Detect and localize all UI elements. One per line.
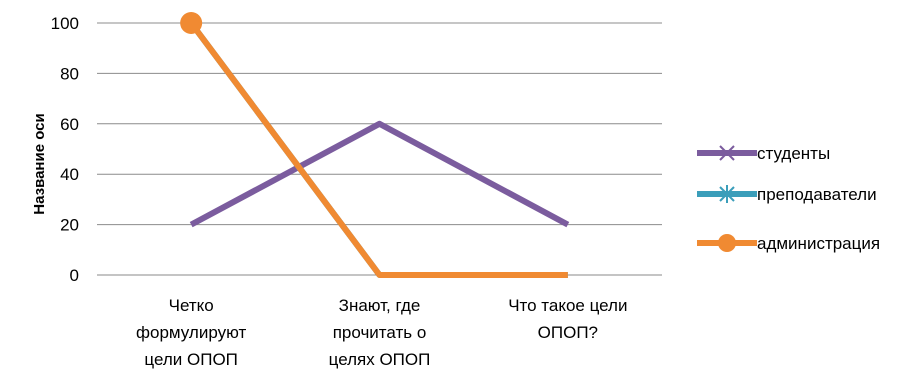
data-point <box>180 12 203 34</box>
x-category-label: Знают, где прочитать о целях ОПОП <box>329 296 431 369</box>
y-tick-label: 60 <box>60 115 79 134</box>
x-category-label-line: прочитать о <box>333 323 427 342</box>
x-category-label-line: формулируют <box>136 323 246 342</box>
gridlines <box>97 22 662 276</box>
x-category-label: Что такое цели ОПОП? <box>508 296 627 342</box>
y-tick-label: 80 <box>60 64 79 83</box>
series-3 <box>180 12 568 278</box>
y-tick-label: 20 <box>60 216 79 235</box>
x-category-label-line: Знают, где <box>339 296 421 315</box>
legend-item: преподаватели <box>697 185 877 204</box>
y-axis-label: Название оси <box>31 113 48 215</box>
legend-label: студенты <box>757 144 830 163</box>
y-tick-label: 40 <box>60 165 79 184</box>
x-category-label: Четко формулируют цели ОПОП <box>136 296 246 369</box>
legend-label: администрация <box>757 234 880 253</box>
series-line <box>188 21 568 278</box>
legend: студенты преподаватели администрация <box>697 144 880 253</box>
legend-label: преподаватели <box>757 185 877 204</box>
x-category-label-line: ОПОП? <box>538 323 598 342</box>
y-tick-label: 0 <box>70 266 79 285</box>
y-tick-label: 100 <box>51 14 79 33</box>
x-axis-categories: Четко формулируют цели ОПОП Знают, где прочи… <box>136 296 627 369</box>
y-axis-ticks: 0 20 40 60 80 100 <box>51 14 79 285</box>
x-category-label-line: Что такое цели <box>508 296 627 315</box>
series-lines <box>180 12 570 278</box>
x-category-label-line: Четко <box>169 296 214 315</box>
x-category-label-line: целях ОПОП <box>329 350 431 369</box>
legend-item: студенты <box>697 144 830 163</box>
data-point <box>719 185 735 203</box>
series-1 <box>189 120 570 228</box>
data-point <box>718 234 736 252</box>
data-point <box>719 145 735 161</box>
series-line <box>188 21 568 278</box>
series-line <box>189 120 570 228</box>
x-category-label-line: цели ОПОП <box>144 350 237 369</box>
legend-item: администрация <box>697 234 880 253</box>
series-2 <box>188 21 568 278</box>
